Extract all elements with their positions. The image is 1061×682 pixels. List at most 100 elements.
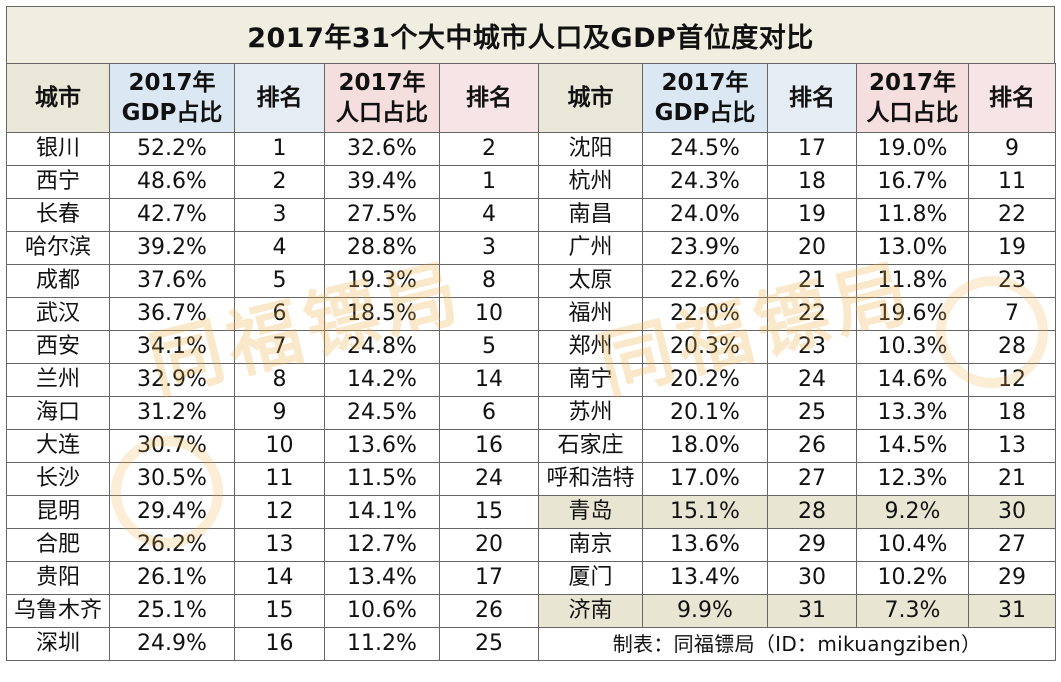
left-city-cell: 乌鲁木齐 xyxy=(6,594,110,628)
header-city-right: 城市 xyxy=(538,63,643,133)
header-gdp-right: 2017年 GDP占比 xyxy=(642,63,768,133)
left-city-cell: 长春 xyxy=(6,198,110,232)
left-pop-rank-cell: 16 xyxy=(439,429,539,463)
right-gdp-share-cell: 24.5% xyxy=(642,132,768,166)
right-city-cell: 福州 xyxy=(538,297,643,331)
city-comparison-table: 城市 2017年 GDP占比 排名 2017年 人口占比 排名 城市 2017年… xyxy=(6,63,1056,661)
table-body: 银川 52.2% 1 32.6% 2 沈阳 24.5% 17 19.0% 9 西宁 48.6% 2 39.… xyxy=(6,132,1056,661)
left-gdp-share-cell: 31.2% xyxy=(109,396,235,430)
right-gdp-share-cell: 15.1% xyxy=(642,495,768,529)
right-gdp-rank-cell: 29 xyxy=(767,528,857,562)
table-row: 成都 37.6% 5 19.3% 8 太原 22.6% 21 11.8% 23 xyxy=(6,264,1056,298)
table-row: 昆明 29.4% 12 14.1% 15 青岛 15.1% 28 9.2% 30 xyxy=(6,495,1056,529)
left-city-cell: 兰州 xyxy=(6,363,110,397)
left-gdp-rank-cell: 4 xyxy=(234,231,325,265)
right-pop-share-cell: 9.2% xyxy=(856,495,969,529)
left-gdp-share-cell: 30.7% xyxy=(109,429,235,463)
left-pop-share-cell: 24.8% xyxy=(324,330,440,364)
right-city-cell: 青岛 xyxy=(538,495,643,529)
header-pop-line1: 2017年 xyxy=(868,70,956,96)
left-pop-share-cell: 18.5% xyxy=(324,297,440,331)
right-gdp-share-cell: 20.2% xyxy=(642,363,768,397)
left-pop-rank-cell: 14 xyxy=(439,363,539,397)
right-pop-share-cell: 19.0% xyxy=(856,132,969,166)
header-pop-rank-right: 排名 xyxy=(968,63,1056,133)
right-pop-share-cell: 14.5% xyxy=(856,429,969,463)
left-pop-share-cell: 27.5% xyxy=(324,198,440,232)
table-row: 西安 34.1% 7 24.8% 5 郑州 20.3% 23 10.3% 28 xyxy=(6,330,1056,364)
right-city-cell: 石家庄 xyxy=(538,429,643,463)
left-pop-rank-cell: 17 xyxy=(439,561,539,595)
right-pop-rank-cell: 28 xyxy=(968,330,1056,364)
table-row: 哈尔滨 39.2% 4 28.8% 3 广州 23.9% 20 13.0% 19 xyxy=(6,231,1056,265)
right-pop-rank-cell: 29 xyxy=(968,561,1056,595)
header-gdp-rank-right: 排名 xyxy=(767,63,857,133)
right-city-cell: 呼和浩特 xyxy=(538,462,643,496)
left-pop-share-cell: 14.1% xyxy=(324,495,440,529)
left-gdp-rank-cell: 1 xyxy=(234,132,325,166)
table-row: 银川 52.2% 1 32.6% 2 沈阳 24.5% 17 19.0% 9 xyxy=(6,132,1056,166)
header-gdp-rank-left: 排名 xyxy=(234,63,325,133)
left-pop-share-cell: 13.6% xyxy=(324,429,440,463)
right-pop-rank-cell: 22 xyxy=(968,198,1056,232)
right-gdp-rank-cell: 19 xyxy=(767,198,857,232)
left-gdp-share-cell: 48.6% xyxy=(109,165,235,199)
right-gdp-rank-cell: 25 xyxy=(767,396,857,430)
right-city-cell: 广州 xyxy=(538,231,643,265)
right-gdp-share-cell: 13.6% xyxy=(642,528,768,562)
left-gdp-share-cell: 37.6% xyxy=(109,264,235,298)
left-city-cell: 银川 xyxy=(6,132,110,166)
right-city-cell: 南昌 xyxy=(538,198,643,232)
left-gdp-share-cell: 26.1% xyxy=(109,561,235,595)
right-gdp-rank-cell: 17 xyxy=(767,132,857,166)
right-pop-rank-cell: 12 xyxy=(968,363,1056,397)
header-row: 城市 2017年 GDP占比 排名 2017年 人口占比 排名 城市 2017年… xyxy=(6,63,1056,133)
right-city-cell: 厦门 xyxy=(538,561,643,595)
left-gdp-rank-cell: 9 xyxy=(234,396,325,430)
right-gdp-rank-cell: 26 xyxy=(767,429,857,463)
right-pop-share-cell: 10.2% xyxy=(856,561,969,595)
table-row: 乌鲁木齐 25.1% 15 10.6% 26 济南 9.9% 31 7.3% 31 xyxy=(6,594,1056,628)
left-city-cell: 深圳 xyxy=(6,627,110,661)
left-gdp-share-cell: 30.5% xyxy=(109,462,235,496)
right-gdp-rank-cell: 18 xyxy=(767,165,857,199)
left-pop-share-cell: 39.4% xyxy=(324,165,440,199)
left-pop-rank-cell: 20 xyxy=(439,528,539,562)
left-gdp-rank-cell: 11 xyxy=(234,462,325,496)
left-pop-share-cell: 12.7% xyxy=(324,528,440,562)
right-pop-rank-cell: 21 xyxy=(968,462,1056,496)
right-gdp-share-cell: 23.9% xyxy=(642,231,768,265)
right-pop-rank-cell: 9 xyxy=(968,132,1056,166)
left-pop-share-cell: 19.3% xyxy=(324,264,440,298)
right-pop-rank-cell: 11 xyxy=(968,165,1056,199)
left-gdp-share-cell: 32.9% xyxy=(109,363,235,397)
right-pop-share-cell: 10.3% xyxy=(856,330,969,364)
left-pop-share-cell: 10.6% xyxy=(324,594,440,628)
right-pop-share-cell: 19.6% xyxy=(856,297,969,331)
right-gdp-share-cell: 24.0% xyxy=(642,198,768,232)
table-row: 长春 42.7% 3 27.5% 4 南昌 24.0% 19 11.8% 22 xyxy=(6,198,1056,232)
left-gdp-share-cell: 52.2% xyxy=(109,132,235,166)
right-pop-share-cell: 16.7% xyxy=(856,165,969,199)
header-gdp-line1: 2017年 xyxy=(661,70,749,96)
left-gdp-rank-cell: 2 xyxy=(234,165,325,199)
right-gdp-rank-cell: 21 xyxy=(767,264,857,298)
table-row: 深圳 24.9% 16 11.2% 25 制表：同福镖局（ID：mikuangziben） xyxy=(6,627,1056,661)
left-city-cell: 哈尔滨 xyxy=(6,231,110,265)
left-gdp-rank-cell: 6 xyxy=(234,297,325,331)
right-gdp-share-cell: 22.6% xyxy=(642,264,768,298)
right-pop-share-cell: 14.6% xyxy=(856,363,969,397)
header-gdp-line2: GDP占比 xyxy=(654,100,756,126)
left-gdp-share-cell: 24.9% xyxy=(109,627,235,661)
left-gdp-rank-cell: 14 xyxy=(234,561,325,595)
right-city-cell: 郑州 xyxy=(538,330,643,364)
header-gdp-left: 2017年 GDP占比 xyxy=(109,63,235,133)
left-pop-rank-cell: 2 xyxy=(439,132,539,166)
right-city-cell: 杭州 xyxy=(538,165,643,199)
right-gdp-share-cell: 20.3% xyxy=(642,330,768,364)
left-pop-share-cell: 32.6% xyxy=(324,132,440,166)
right-city-cell: 南宁 xyxy=(538,363,643,397)
right-gdp-rank-cell: 27 xyxy=(767,462,857,496)
right-gdp-rank-cell: 28 xyxy=(767,495,857,529)
right-pop-share-cell: 13.0% xyxy=(856,231,969,265)
